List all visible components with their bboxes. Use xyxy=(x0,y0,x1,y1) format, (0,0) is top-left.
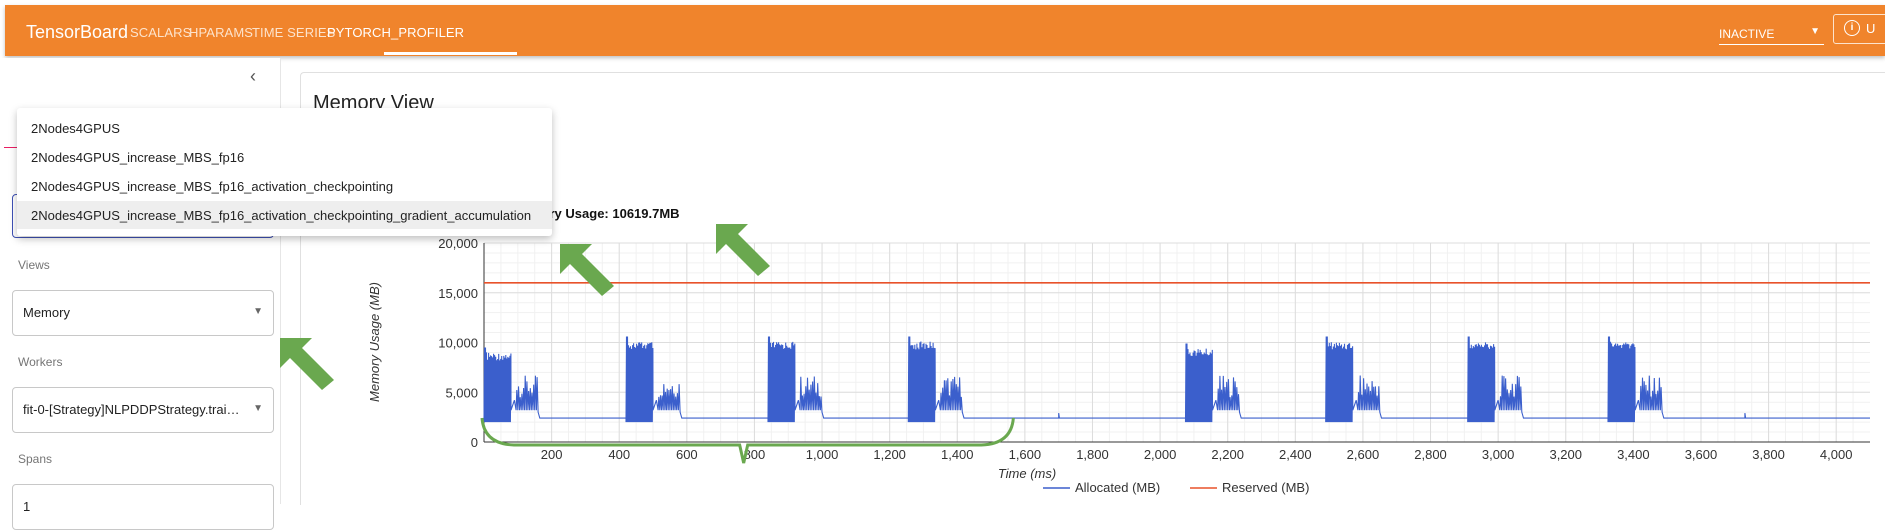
workers-label: Workers xyxy=(18,355,63,369)
x-tick-label: 3,600 xyxy=(1685,447,1718,462)
active-tab-indicator xyxy=(384,52,517,55)
y-tick-label: 0 xyxy=(471,435,478,450)
x-tick-label: 600 xyxy=(676,447,698,462)
x-tick-label: 1,200 xyxy=(873,447,906,462)
peak-memory-label: mory Usage: 10619.7MB xyxy=(530,206,680,221)
workers-select[interactable]: fit-0-[Strategy]NLPDDPStrategy.training_… xyxy=(12,387,274,433)
chevron-left-icon[interactable]: ‹ xyxy=(250,66,256,86)
annotation-arrow-icon xyxy=(716,224,770,276)
tab-hparams[interactable]: HPARAMS xyxy=(189,25,254,40)
chevron-down-icon: ▼ xyxy=(1810,26,1820,37)
tab-scalars[interactable]: SCALARS xyxy=(130,25,192,40)
status-value: INACTIVE xyxy=(1719,27,1775,41)
y-tick-label: 10,000 xyxy=(438,336,478,351)
status-select[interactable]: INACTIVE ▼ xyxy=(1719,22,1824,45)
chevron-down-icon: ▼ xyxy=(253,403,263,414)
x-tick-label: 4,000 xyxy=(1820,447,1853,462)
x-tick-label: 3,000 xyxy=(1482,447,1515,462)
runs-dropdown: 2Nodes4GPUS 2Nodes4GPUS_increase_MBS_fp1… xyxy=(17,108,552,236)
x-tick-label: 1,000 xyxy=(806,447,839,462)
top-bar: TensorBoard SCALARS HPARAMS TIME SERIES … xyxy=(0,0,1885,58)
annotation-brace xyxy=(480,417,1015,464)
run-option-4[interactable]: 2Nodes4GPUS_increase_MBS_fp16_activation… xyxy=(17,201,552,229)
legend-label-reserved: Reserved (MB) xyxy=(1222,480,1309,495)
x-tick-label: 2,600 xyxy=(1347,447,1380,462)
x-tick-label: 3,200 xyxy=(1549,447,1582,462)
y-tick-label: 20,000 xyxy=(438,236,478,251)
x-tick-label: 1,600 xyxy=(1009,447,1042,462)
views-label: Views xyxy=(18,258,50,272)
x-axis-label: Time (ms) xyxy=(998,466,1056,481)
x-tick-label: 1,800 xyxy=(1076,447,1109,462)
run-option-2[interactable]: 2Nodes4GPUS_increase_MBS_fp16 xyxy=(17,143,552,171)
info-icon: i xyxy=(1844,20,1860,36)
x-tick-label: 2,400 xyxy=(1279,447,1312,462)
app-header: TensorBoard SCALARS HPARAMS TIME SERIES … xyxy=(5,5,1885,56)
spans-label: Spans xyxy=(18,452,53,466)
run-option-label: 2Nodes4GPUS_increase_MBS_fp16 xyxy=(31,150,245,165)
x-tick-label: 3,800 xyxy=(1752,447,1785,462)
app-brand[interactable]: TensorBoard xyxy=(26,22,129,42)
y-tick-label: 5,000 xyxy=(445,385,478,400)
x-tick-label: 2,800 xyxy=(1414,447,1447,462)
series-line-allocated xyxy=(483,336,1870,423)
x-tick-label: 2,200 xyxy=(1211,447,1244,462)
memory-chart: 200 400 600 800 1,000 1,200 1,400 1,600 1,800 2,0… xyxy=(367,236,1870,495)
annotation-arrow-icon xyxy=(280,338,334,390)
upload-button[interactable]: i U xyxy=(1833,14,1885,44)
run-option-3[interactable]: 2Nodes4GPUS_increase_MBS_fp16_activation… xyxy=(17,172,552,200)
chevron-down-icon: ▼ xyxy=(253,306,263,317)
run-option-label: 2Nodes4GPUS xyxy=(31,121,120,136)
tab-pytorch-profiler[interactable]: PYTORCH_PROFILER xyxy=(327,25,465,40)
x-tick-label: 800 xyxy=(744,447,766,462)
tab-time-series[interactable]: TIME SERIES xyxy=(252,25,336,40)
views-select[interactable]: Memory ▼ xyxy=(12,290,274,336)
annotation-arrow-icon xyxy=(560,244,614,296)
x-tick-label: 400 xyxy=(608,447,630,462)
x-tick-label: 200 xyxy=(541,447,563,462)
y-tick-label: 15,000 xyxy=(438,286,478,301)
run-option-label: 2Nodes4GPUS_increase_MBS_fp16_activation… xyxy=(31,179,394,194)
x-tick-label: 1,400 xyxy=(941,447,974,462)
legend-label-allocated: Allocated (MB) xyxy=(1075,480,1160,495)
upload-label: U xyxy=(1866,21,1876,36)
run-option-1[interactable]: 2Nodes4GPUS xyxy=(17,114,552,142)
x-tick-label: 3,400 xyxy=(1617,447,1650,462)
run-option-label: 2Nodes4GPUS_increase_MBS_fp16_activation… xyxy=(31,208,532,223)
x-tick-label: 2,000 xyxy=(1144,447,1177,462)
y-axis-label: Memory Usage (MB) xyxy=(367,282,382,402)
